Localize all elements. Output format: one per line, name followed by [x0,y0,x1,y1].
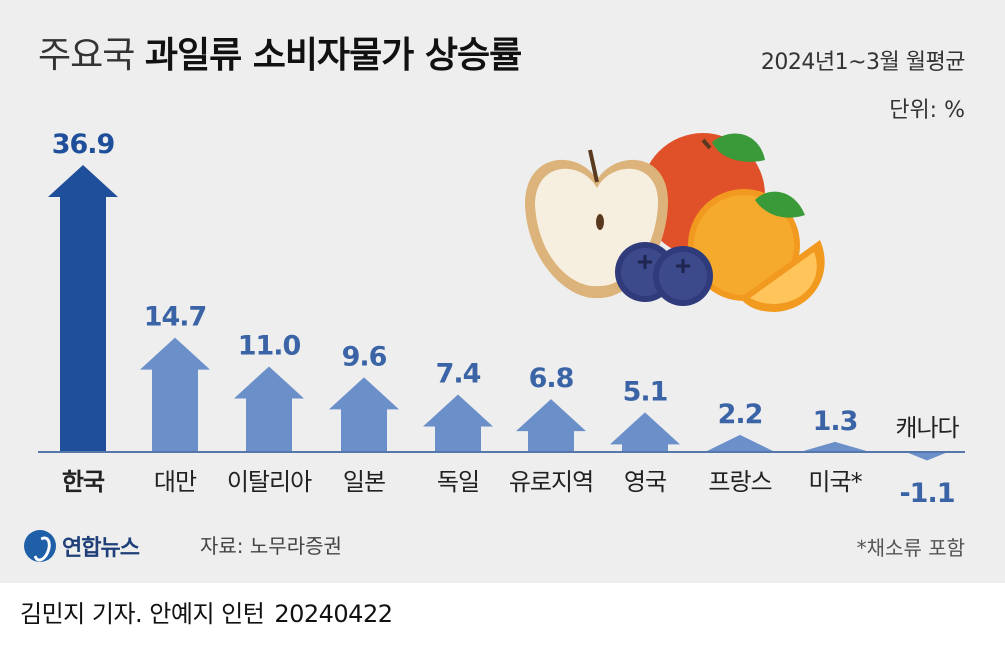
category-label: 대만 [154,468,197,496]
period-label: 2024년1~3월 월평균 [760,50,966,75]
footnote: *채소류 포함 [856,536,965,560]
value-label: 2.2 [718,399,763,430]
source-label: 자료: 노무라증권 [200,534,342,558]
byline-authors: 김민지 기자. 안예지 인턴 [20,600,265,628]
byline-date: 20240422 [274,600,393,628]
bar-7 [610,412,680,452]
bar-2 [140,337,210,452]
value-label: 6.8 [529,363,574,394]
logo-text: 연합뉴스 [62,536,140,561]
category-label: 일본 [343,468,385,496]
bar-3 [234,366,304,452]
category-label: 한국 [62,468,105,496]
category-label: 이탈리아 [227,468,312,496]
category-label: 캐나다 [895,414,959,442]
bar-6 [516,399,586,452]
chart-title: 주요국 과일류 소비자물가 상승률 [38,26,522,78]
category-label: 영국 [624,468,666,496]
value-label: 11.0 [238,330,301,361]
category-label: 유로지역 [509,468,593,496]
title-main: 과일류 소비자물가 상승률 [144,35,522,76]
bar-4 [329,377,399,452]
chart-panel [0,0,1005,583]
title-prefix: 주요국 [38,35,135,76]
value-label: -1.1 [899,478,954,509]
byline: 김민지 기자. 안예지 인턴 20240422 [20,594,393,629]
yonhap-logo: 연합뉴스 [24,526,140,566]
bar-chart: 36.9 한국 14.7 대만 11.0 이탈리아 9.6 일본 7.4 독일 6.8 유로지역 5.1… [38,129,965,509]
bar-1 [48,165,118,452]
bar-8 [705,434,775,452]
category-label: 독일 [437,468,479,496]
value-label: 1.3 [813,406,858,437]
unit-label: 단위: % [889,98,965,123]
value-label: 14.7 [144,302,207,333]
bar-10 [906,452,948,461]
category-label: 프랑스 [708,468,771,496]
bar-5 [423,394,493,452]
value-label: 9.6 [342,341,387,372]
value-label: 7.4 [436,358,481,389]
value-label: 36.9 [52,129,115,160]
fruit-illustration [525,133,825,312]
logo-icon [24,530,56,562]
category-label: 미국* [808,468,862,496]
bar-9 [800,441,870,452]
value-label: 5.1 [623,376,668,407]
